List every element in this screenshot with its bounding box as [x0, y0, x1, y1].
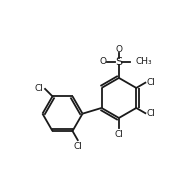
Text: S: S	[115, 57, 122, 67]
Text: O: O	[115, 45, 122, 54]
Text: Cl: Cl	[35, 84, 43, 93]
Text: Cl: Cl	[114, 130, 123, 139]
Text: O: O	[99, 57, 106, 66]
Text: CH₃: CH₃	[136, 57, 152, 66]
Text: Cl: Cl	[73, 142, 82, 151]
Text: Cl: Cl	[147, 78, 156, 87]
Text: Cl: Cl	[147, 109, 156, 118]
